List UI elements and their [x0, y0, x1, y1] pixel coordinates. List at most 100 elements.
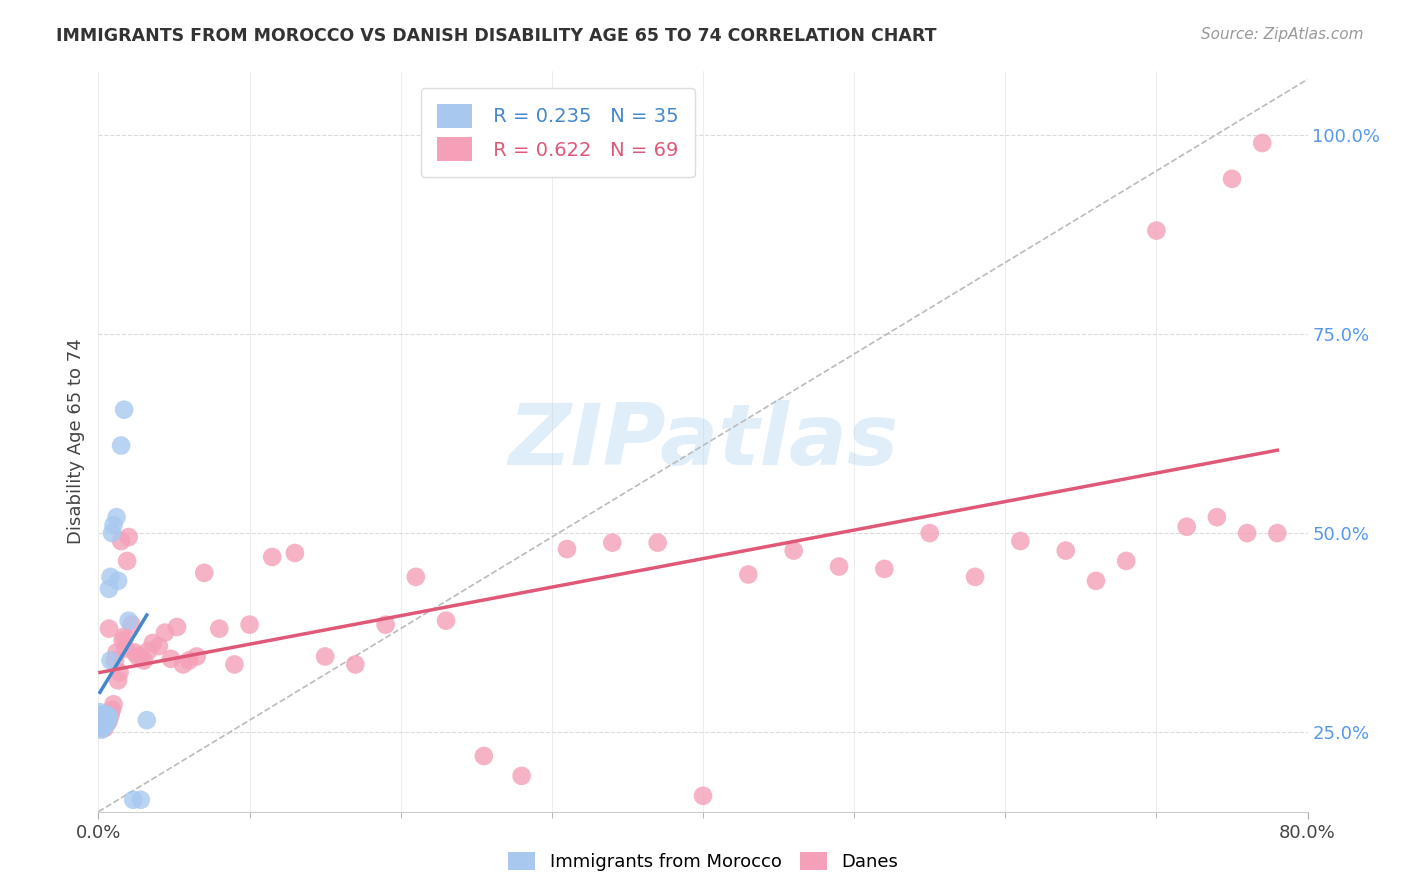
Point	[96, 711, 118, 725]
Point	[93, 713, 115, 727]
Point	[89, 721, 111, 735]
Point	[101, 703, 124, 717]
Point	[166, 620, 188, 634]
Point	[94, 713, 117, 727]
Point	[1010, 534, 1032, 549]
Point	[114, 641, 136, 656]
Point	[122, 793, 145, 807]
Point	[142, 636, 165, 650]
Point	[284, 546, 307, 560]
Point	[105, 510, 128, 524]
Point	[90, 709, 112, 723]
Point	[94, 707, 117, 722]
Point	[93, 707, 115, 722]
Point	[1054, 543, 1077, 558]
Text: Source: ZipAtlas.com: Source: ZipAtlas.com	[1201, 27, 1364, 42]
Point	[93, 719, 115, 733]
Point	[160, 652, 183, 666]
Point	[132, 653, 155, 667]
Point	[91, 717, 114, 731]
Point	[107, 574, 129, 588]
Text: ZIPatlas: ZIPatlas	[508, 400, 898, 483]
Point	[96, 715, 118, 730]
Point	[112, 630, 135, 644]
Point	[510, 769, 533, 783]
Point	[93, 721, 115, 735]
Point	[96, 715, 118, 730]
Point	[98, 622, 121, 636]
Point	[110, 438, 132, 452]
Point	[405, 570, 427, 584]
Point	[89, 713, 111, 727]
Point	[208, 622, 231, 636]
Point	[124, 646, 146, 660]
Point	[828, 559, 851, 574]
Point	[90, 711, 112, 725]
Point	[98, 713, 121, 727]
Legend: Immigrants from Morocco, Danes: Immigrants from Morocco, Danes	[501, 845, 905, 879]
Point	[90, 719, 112, 733]
Point	[110, 534, 132, 549]
Point	[129, 649, 152, 664]
Text: IMMIGRANTS FROM MOROCCO VS DANISH DISABILITY AGE 65 TO 74 CORRELATION CHART: IMMIGRANTS FROM MOROCCO VS DANISH DISABI…	[56, 27, 936, 45]
Point	[103, 518, 125, 533]
Point	[179, 653, 201, 667]
Point	[90, 723, 112, 737]
Point	[737, 567, 759, 582]
Point	[1251, 136, 1274, 150]
Point	[224, 657, 246, 672]
Point	[314, 649, 336, 664]
Point	[239, 617, 262, 632]
Point	[1267, 526, 1289, 541]
Point	[873, 562, 896, 576]
Point	[148, 639, 170, 653]
Point	[783, 543, 806, 558]
Point	[374, 617, 396, 632]
Point	[91, 713, 114, 727]
Point	[602, 535, 624, 549]
Point	[186, 649, 208, 664]
Point	[692, 789, 714, 803]
Point	[103, 698, 125, 712]
Point	[1115, 554, 1137, 568]
Point	[91, 715, 114, 730]
Point	[101, 526, 124, 541]
Point	[262, 549, 284, 564]
Point	[153, 625, 176, 640]
Point	[118, 530, 141, 544]
Point	[111, 633, 134, 648]
Point	[1085, 574, 1108, 588]
Point	[98, 582, 121, 596]
Y-axis label: Disability Age 65 to 74: Disability Age 65 to 74	[66, 339, 84, 544]
Point	[136, 644, 159, 658]
Point	[647, 535, 669, 549]
Point	[434, 614, 457, 628]
Point	[108, 665, 131, 680]
Point	[90, 719, 112, 733]
Point	[1206, 510, 1229, 524]
Point	[555, 541, 578, 556]
Point	[172, 657, 194, 672]
Legend:  R = 0.235   N = 35,  R = 0.622   N = 69: R = 0.235 N = 35, R = 0.622 N = 69	[422, 88, 695, 177]
Point	[104, 653, 127, 667]
Point	[193, 566, 215, 580]
Point	[918, 526, 941, 541]
Point	[94, 717, 117, 731]
Point	[100, 570, 122, 584]
Point	[91, 707, 114, 722]
Point	[129, 793, 152, 807]
Point	[105, 646, 128, 660]
Point	[121, 617, 143, 632]
Point	[96, 709, 118, 723]
Point	[100, 653, 122, 667]
Point	[94, 711, 117, 725]
Point	[115, 554, 138, 568]
Point	[1144, 223, 1167, 237]
Point	[112, 402, 135, 417]
Point	[472, 749, 495, 764]
Point	[100, 707, 122, 722]
Point	[127, 649, 149, 664]
Point	[89, 705, 111, 719]
Point	[344, 657, 367, 672]
Point	[89, 715, 111, 730]
